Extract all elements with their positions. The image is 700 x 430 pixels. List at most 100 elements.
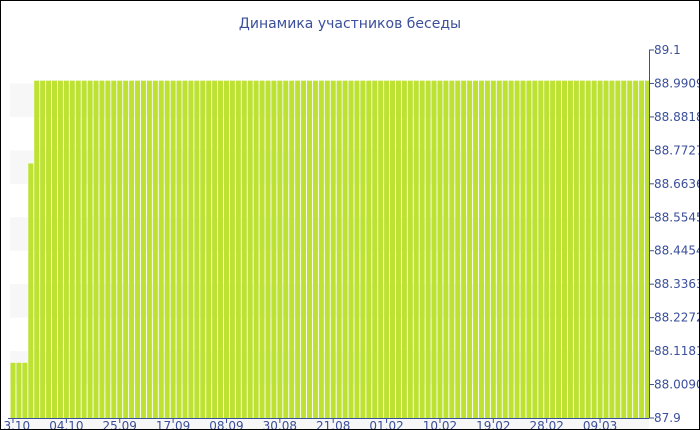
bar [22,362,28,418]
bar [585,80,591,419]
bar [407,80,413,419]
bar [140,80,146,419]
bar [295,80,301,419]
bar [413,80,419,419]
bar [502,80,508,419]
bar [484,80,490,419]
bar [170,80,176,419]
bar [63,80,69,419]
bar [354,80,360,419]
bar [544,80,550,419]
bar [200,80,206,419]
bar [461,80,467,419]
bar [312,80,318,419]
bar [366,80,372,419]
bar [105,80,111,419]
bar [28,163,34,418]
chart-title: Динамика участников беседы [239,16,461,32]
bar [158,80,164,419]
bar [10,362,16,418]
bar [247,80,253,419]
x-tick-label: 09.03 [583,419,617,430]
bar [538,80,544,419]
bar [289,80,295,419]
bar [235,80,241,419]
bar [117,80,123,419]
bar [152,80,158,419]
bar [579,80,585,419]
bar [241,80,247,419]
bar [324,80,330,419]
bar [123,80,129,419]
bar [520,80,526,419]
bar [34,80,40,419]
bar [443,80,449,419]
grid-band [10,418,649,429]
bar [532,80,538,419]
bar [401,80,407,419]
y-tick-label: 88.9909 [654,76,700,90]
bar [425,80,431,419]
bar [597,80,603,419]
bar [514,80,520,419]
bar [229,80,235,419]
x-tick-label: 19.02 [476,419,510,430]
bar [265,80,271,419]
bar [591,80,597,419]
x-tick-label: 21.08 [316,419,350,430]
bar [431,80,437,419]
bar [573,80,579,419]
bar [176,80,182,419]
bar [556,80,562,419]
bar [467,80,473,419]
y-tick-label: 88.1181 [654,344,700,358]
bar [372,80,378,419]
bar [567,80,573,419]
bar [437,80,443,419]
bar [550,80,556,419]
y-tick-label: 88.7727 [654,143,700,157]
bar [182,80,188,419]
bar [627,80,633,419]
bar [57,80,63,419]
y-tick-label: 88.3363 [654,277,700,291]
bar [301,80,307,419]
bar [645,80,651,419]
bar [194,80,200,419]
bar [384,80,390,419]
bar [330,80,336,419]
bar [40,80,46,419]
bar [93,80,99,419]
y-tick-label: 89.1 [654,43,681,57]
bar [639,80,645,419]
bar [259,80,265,419]
bar [146,80,152,419]
y-tick-label: 88.6636 [654,177,700,191]
bar [526,80,532,419]
y-tick-label: 88.4454 [654,244,700,258]
bar [336,80,342,419]
bar [111,80,117,419]
bar [81,80,87,419]
bar [621,80,627,419]
bar [206,80,212,419]
bar [283,80,289,419]
bar [16,362,22,418]
bar [348,80,354,419]
x-tick-label: 08.09 [209,419,243,430]
x-tick-label: 04.10 [49,419,83,430]
bar [419,80,425,419]
bar [615,80,621,419]
y-tick-label: 87.9 [654,411,681,425]
x-tick-label: 25.09 [103,419,137,430]
bar [390,80,396,419]
bar [46,80,52,419]
bar [253,80,259,419]
bar [52,80,58,419]
bar [277,80,283,419]
bar [603,80,609,419]
y-tick-label: 88.8818 [654,110,700,124]
bar [490,80,496,419]
